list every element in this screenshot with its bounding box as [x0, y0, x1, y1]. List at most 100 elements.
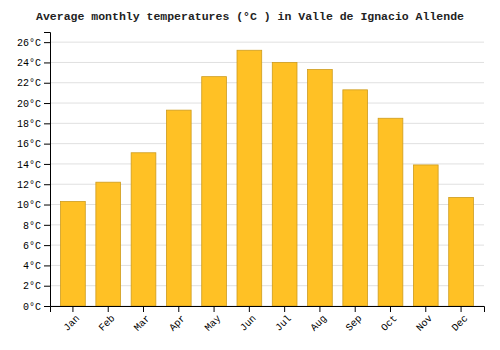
tick-mark	[390, 306, 391, 312]
tick-mark	[44, 306, 50, 307]
grid-line	[50, 82, 484, 83]
bar	[272, 62, 297, 306]
tick: Oct	[379, 306, 400, 334]
tick-mark	[461, 306, 462, 312]
tick-label: 18°C	[17, 119, 41, 130]
tick: May	[203, 306, 224, 334]
tick-label: Dec	[450, 313, 471, 334]
tick-mark	[44, 245, 50, 246]
bar	[413, 165, 438, 306]
tick-label: Jul	[273, 313, 294, 334]
tick-mark	[143, 306, 144, 312]
tick-label: Jan	[62, 313, 83, 334]
tick-mark	[249, 306, 250, 312]
grid-line	[50, 103, 484, 104]
bar	[96, 182, 121, 306]
tick-label: Feb	[97, 313, 118, 334]
tick-mark	[178, 306, 179, 312]
bar	[131, 153, 156, 306]
tick-mark	[355, 306, 356, 312]
tick: 20°C	[17, 99, 50, 110]
tick-mark	[72, 306, 73, 312]
tick: Mar	[132, 306, 153, 334]
tick-mark	[44, 286, 50, 287]
tick-label: 0°C	[23, 302, 41, 313]
bar	[237, 50, 262, 306]
tick-label: Apr	[167, 313, 188, 334]
tick: 2°C	[23, 281, 50, 292]
tick: Jun	[238, 306, 259, 334]
tick: 18°C	[17, 119, 50, 130]
tick-label: 6°C	[23, 241, 41, 252]
tick-label: 4°C	[23, 261, 41, 272]
x-axis: Jan Feb Mar Apr May Jun Jul Aug Sep Oct Nov Dec	[51, 306, 485, 334]
tick-label: Aug	[309, 313, 330, 334]
tick-mark	[214, 306, 215, 312]
tick: 24°C	[17, 58, 50, 69]
bars	[61, 50, 474, 306]
tick: 12°C	[17, 180, 50, 191]
tick-label: 14°C	[17, 160, 41, 171]
tick: Nov	[414, 306, 435, 334]
tick: 6°C	[23, 241, 50, 252]
tick: 8°C	[23, 221, 50, 232]
grid	[50, 42, 484, 306]
tick: 16°C	[17, 139, 50, 150]
tick-label: Jun	[238, 313, 259, 334]
tick-label: 24°C	[17, 58, 41, 69]
tick: Sep	[344, 306, 365, 334]
axis-line	[44, 33, 51, 307]
tick-label: 26°C	[17, 38, 41, 49]
bar	[61, 201, 86, 306]
tick: Aug	[309, 306, 330, 334]
tick: 0°C	[23, 302, 50, 313]
tick: Apr	[167, 306, 188, 334]
tick-label: 16°C	[17, 139, 41, 150]
tick: Jul	[273, 306, 294, 334]
tick-mark	[44, 123, 50, 124]
tick-label: May	[203, 313, 224, 334]
bar	[378, 118, 403, 306]
tick-label: 22°C	[17, 78, 41, 89]
grid-line	[50, 62, 484, 63]
tick-label: 8°C	[23, 221, 41, 232]
tick-label: Nov	[414, 313, 435, 334]
tick: 22°C	[17, 78, 50, 89]
y-axis: 0°C 2°C 4°C 6°C 8°C 10°C 12°C 14°C 16°C 18°C 20°C 2…	[17, 33, 51, 313]
tick-mark	[108, 306, 109, 312]
tick-mark	[284, 306, 285, 312]
tick-label: Sep	[344, 313, 365, 334]
tick-label: 20°C	[17, 99, 41, 110]
tick: 10°C	[17, 200, 50, 211]
tick-mark	[44, 205, 50, 206]
tick-label: 12°C	[17, 180, 41, 191]
tick-mark	[44, 265, 50, 266]
tick-mark	[44, 83, 50, 84]
tick-label: 10°C	[17, 200, 41, 211]
tick-mark	[319, 306, 320, 312]
tick-label: Mar	[132, 313, 153, 334]
tick: 26°C	[17, 38, 50, 49]
grid-line	[50, 123, 484, 124]
tick: Jan	[62, 306, 83, 334]
tick-mark	[44, 62, 50, 63]
tick-mark	[44, 225, 50, 226]
tick-mark	[44, 42, 50, 43]
tick: Dec	[450, 306, 471, 334]
tick-mark	[44, 164, 50, 165]
tick: Feb	[97, 306, 118, 334]
bar	[166, 110, 191, 306]
grid-line	[50, 163, 484, 164]
axis-line	[51, 307, 485, 313]
tick-label: Oct	[379, 313, 400, 334]
tick-label: 2°C	[23, 281, 41, 292]
title: Average monthly temperatures (°C ) in Va…	[36, 10, 464, 23]
bar	[308, 70, 333, 306]
tick: 4°C	[23, 261, 50, 272]
bar	[343, 90, 368, 306]
tick-mark	[44, 144, 50, 145]
chart: 0°C 2°C 4°C 6°C 8°C 10°C 12°C 14°C 16°C 18°C 20°C 2…	[0, 0, 500, 350]
plot: 0°C 2°C 4°C 6°C 8°C 10°C 12°C 14°C 16°C 18°C 20°C 2…	[17, 33, 485, 334]
grid-line	[50, 143, 484, 144]
tick-mark	[425, 306, 426, 312]
